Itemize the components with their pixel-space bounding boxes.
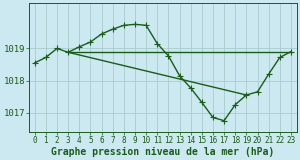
X-axis label: Graphe pression niveau de la mer (hPa): Graphe pression niveau de la mer (hPa) [51, 147, 274, 156]
